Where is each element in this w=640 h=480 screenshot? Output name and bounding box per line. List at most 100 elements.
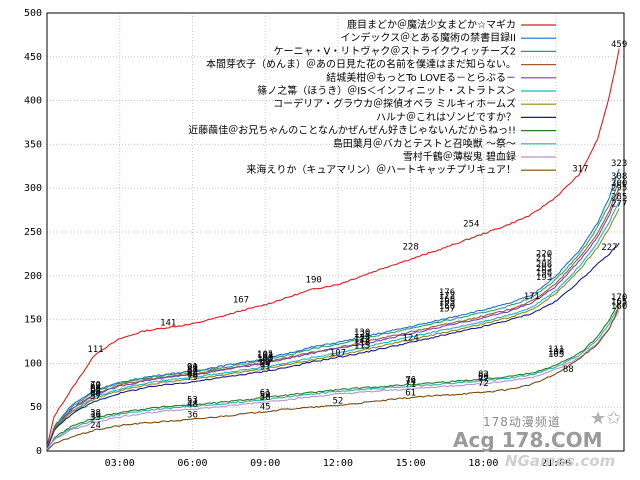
- y-tick-label: 500: [24, 8, 42, 19]
- data-label: 124: [354, 333, 370, 343]
- legend-label: 雪村千鶴＠薄桜鬼 碧血録: [403, 150, 516, 163]
- data-label: 115: [354, 341, 370, 351]
- legend-label: ハルナ＠これはゾンビですか？: [376, 111, 516, 123]
- data-label: 459: [611, 40, 627, 50]
- data-label: 91: [187, 362, 198, 372]
- series-line-1: [46, 168, 620, 449]
- data-label: 48: [187, 400, 198, 410]
- data-label: 215: [536, 254, 552, 264]
- x-tick-label: 12:00: [323, 458, 353, 469]
- data-label: 94: [260, 360, 271, 370]
- y-tick-label: 350: [24, 139, 42, 150]
- series-lines: [46, 48, 620, 451]
- data-label: 38: [90, 409, 101, 419]
- data-label: 90: [187, 363, 198, 373]
- data-label: 74: [405, 377, 416, 387]
- y-tick-label: 300: [24, 183, 42, 194]
- watermark-site: NGames.com: [505, 452, 616, 470]
- series-line-9: [46, 306, 620, 450]
- data-label: 62: [90, 388, 101, 398]
- data-label: 105: [257, 350, 273, 360]
- x-tick-label: 18:00: [468, 458, 498, 469]
- legend-label: コーデリア・グラウカ＠探偵オペラ ミルキィホームズ: [273, 97, 516, 110]
- y-axis: 0 50 100 150 200 250 300 350 400 450 500: [24, 8, 42, 457]
- data-label: 176: [439, 288, 455, 298]
- series-line-10: [46, 310, 620, 450]
- data-label: 171: [524, 292, 540, 302]
- data-label: 45: [260, 403, 271, 413]
- data-label: 300: [611, 179, 627, 189]
- y-tick-label: 50: [30, 402, 42, 413]
- star-decoration-icon: ★✩: [590, 408, 622, 429]
- data-label: 77: [478, 375, 489, 385]
- data-label: 24: [90, 421, 101, 431]
- data-label: 168: [439, 295, 455, 305]
- data-label: 105: [548, 350, 564, 360]
- legend-label: 近藤繭佳＠お兄ちゃんのことなんかぜんぜん好きじゃないんだからねっ!!: [188, 124, 516, 137]
- data-label: 198: [536, 269, 552, 279]
- x-axis: 03:00 06:00 09:00 12:00 15:00 18:00 21:00: [105, 458, 571, 469]
- series-line-6: [46, 208, 620, 449]
- data-label: 80: [478, 372, 489, 382]
- data-label: 76: [405, 375, 416, 385]
- data-label: 277: [611, 199, 627, 209]
- y-tick-label: 400: [24, 96, 42, 107]
- series-line-2: [46, 181, 620, 449]
- data-label: 157: [439, 304, 455, 314]
- data-label: 36: [90, 410, 101, 420]
- data-label: 36: [187, 410, 198, 420]
- data-label: 167: [233, 296, 249, 306]
- data-label: 208: [536, 260, 552, 270]
- data-label: 254: [463, 219, 479, 229]
- data-label: 91: [260, 362, 271, 372]
- plot-border: [46, 12, 625, 452]
- data-label: 56: [260, 393, 271, 403]
- data-label: 51: [187, 397, 198, 407]
- data-label: 52: [333, 396, 344, 406]
- data-label: 308: [611, 172, 627, 182]
- data-label: 72: [478, 379, 489, 389]
- data-label: 317: [572, 164, 588, 174]
- watermark-brand: Acg 178.COM: [453, 428, 603, 452]
- data-label: 108: [548, 347, 564, 357]
- data-label: 220: [536, 249, 552, 259]
- data-label: 71: [405, 380, 416, 390]
- x-tick-label: 09:00: [250, 458, 280, 469]
- legend-label: 来海えりか（キュアマリン）＠ハートキャッチプリキュア！: [246, 163, 516, 176]
- data-labels: 111 141 167 190 228 254 317 459 70 91 105 130 176 220…: [87, 40, 627, 431]
- data-label: 170: [611, 293, 627, 303]
- legend-label: インデックス＠とある魔術の禁書目録II: [340, 31, 516, 44]
- data-label: 33: [90, 413, 101, 423]
- data-label: 141: [160, 318, 176, 328]
- data-label: 96: [260, 358, 271, 368]
- x-tick-label: 21:00: [541, 458, 571, 469]
- data-label: 165: [439, 297, 455, 307]
- series-line-7: [46, 242, 620, 449]
- data-label: 107: [330, 348, 346, 358]
- legend-label: 本間芽衣子（めんま）＠あの日見た花の名前を僕達はまだ知らない。: [206, 58, 516, 71]
- data-label: 88: [563, 365, 574, 375]
- data-label: 124: [403, 333, 419, 343]
- series-line-5: [46, 201, 620, 450]
- legend-label: 島田葉月＠バカとテストと召喚獣 ～祭～: [333, 137, 516, 150]
- data-label: 104: [257, 351, 273, 361]
- data-label: 87: [187, 366, 198, 376]
- legend-label: 篠ノ之箒（ほうき）＠IS＜インフィニット・ストラトス＞: [257, 84, 516, 97]
- data-label: 165: [611, 297, 627, 307]
- data-label: 111: [87, 345, 103, 355]
- data-label: 60: [90, 389, 101, 399]
- legend-label: 鹿目まどか＠魔法少女まどか☆マギカ: [347, 18, 516, 31]
- data-label: 101: [257, 354, 273, 364]
- data-label: 69: [90, 382, 101, 392]
- data-label: 118: [354, 339, 370, 349]
- data-label: 160: [439, 302, 455, 312]
- plot-frame: [46, 12, 625, 452]
- y-tick-label: 150: [24, 315, 42, 326]
- watermark-chinese: 178动漫频道: [483, 415, 561, 429]
- data-label: 53: [187, 396, 198, 406]
- data-label: 84: [187, 368, 198, 378]
- data-label: 65: [90, 385, 101, 395]
- data-label: 88: [187, 365, 198, 375]
